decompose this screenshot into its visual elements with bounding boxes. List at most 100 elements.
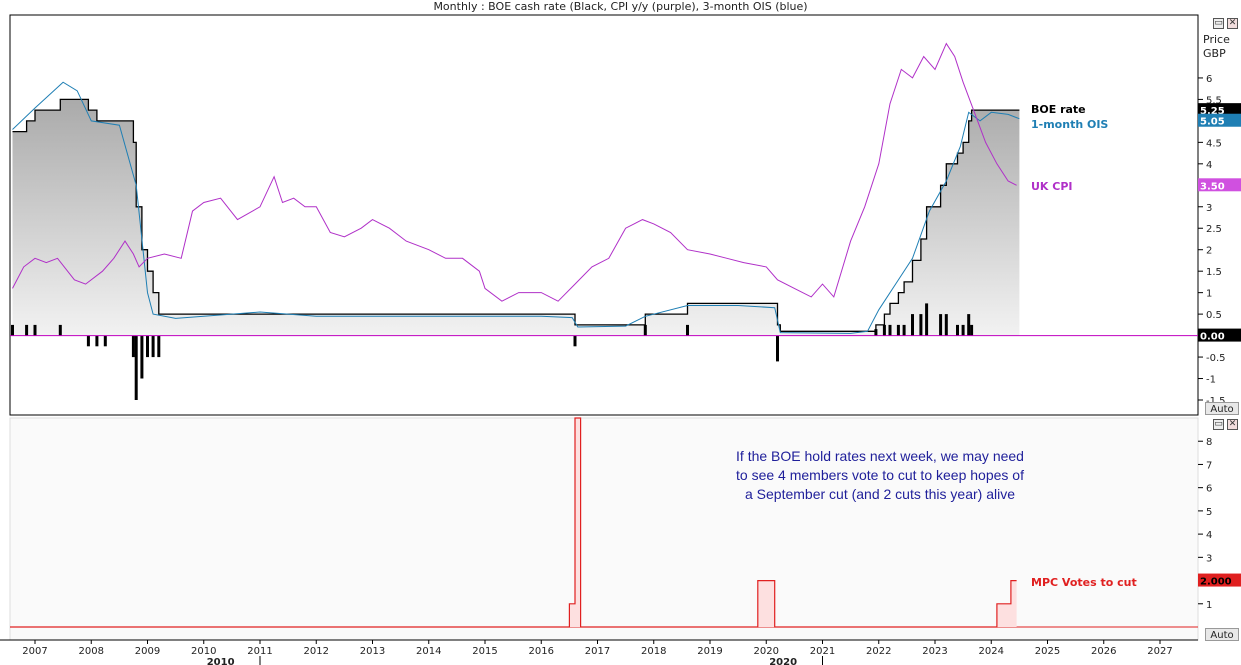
upper-y-tick-label: 1.5 [1206,267,1222,278]
histogram-bar [956,324,959,336]
x-tick-label: 2016 [529,646,554,657]
series-labels: BOE rate 1-month OIS UK CPI 5.255.05 3.50 0.0… [1031,103,1241,589]
upper-y-tick-label: 5.5 [1206,95,1222,106]
x-tick-label: 2007 [22,646,47,657]
x-tick-label: 2012 [304,646,329,657]
upper-y-tick-label: 1 [1206,289,1212,300]
histogram-bar [919,314,923,336]
x-tick-label: 2021 [810,646,835,657]
x-tick-label: 2017 [585,646,610,657]
histogram-bar [902,324,906,336]
upper-auto-scale-button[interactable]: Auto [1205,402,1239,415]
x-tick-label: 2020 [754,646,779,657]
x-tick-label: 2027 [1147,646,1172,657]
close-icon: ✕ [1228,18,1237,28]
histogram-bar [134,335,138,400]
annotation-line: to see 4 members vote to cut to keep hop… [736,467,1024,483]
histogram-bar [944,314,948,336]
lower-y-tick-label: 6 [1206,484,1212,495]
currency-label: GBP [1203,47,1226,60]
decade-label: 2010 [207,657,235,665]
upper-y-tick-label: -1.5 [1206,396,1226,407]
annotation-line: If the BOE hold rates next week, we may … [736,448,1024,464]
x-tick-label: 2022 [866,646,891,657]
lower-y-tick-label: 4 [1206,530,1212,541]
histogram-bar [961,324,965,336]
upper-y-tick-label: -0.5 [1206,353,1226,364]
upper-y-tick-label: -1 [1206,375,1216,386]
lower-y-tick-label: 8 [1206,437,1212,448]
x-tick-label: 2023 [922,646,947,657]
histogram-bar [967,314,971,336]
x-tick-label: 2009 [135,646,160,657]
histogram-bar [888,324,892,336]
histogram-bar [151,335,155,358]
histogram-bar [776,335,779,362]
histogram-bar [970,324,974,336]
histogram-bar [939,314,943,336]
histogram-bar [573,335,577,347]
histogram-bar [882,324,886,336]
price-label: Price [1203,33,1230,46]
upper-close-button[interactable]: ✕ [1227,18,1238,29]
histogram-bar [643,324,647,336]
boe-rate-label: BOE rate [1031,103,1086,116]
upper-pane-frame [9,14,1199,416]
x-tick-label: 2024 [979,646,1004,657]
cpi-label: UK CPI [1031,180,1073,193]
close-icon: ✕ [1228,419,1237,429]
zero-box [1198,328,1241,342]
lower-y-tick-label: 3 [1206,553,1212,564]
x-tick-label: 2010 [191,646,216,657]
histogram-bar [686,324,689,336]
x-tick-label: 2013 [360,646,385,657]
lower-y-tick-label: 7 [1206,460,1212,471]
upper-y-tick-label: 3 [1206,203,1212,214]
histogram-bar [874,329,878,336]
histogram-bar [925,303,929,336]
votes-label: MPC Votes to cut [1031,576,1137,589]
restore-icon: ▭ [1214,18,1223,28]
x-axis: 2007 2008 2009 2010 2011 2012 2013 2014 2015 2016… [0,639,1198,665]
histogram-bar [58,324,62,336]
zero-value: 0.00 [1200,332,1225,343]
lower-pane-frame [9,417,1199,641]
upper-y-tick-label: 4.5 [1206,138,1222,149]
ois-line [12,81,1020,334]
histogram-bar [896,324,900,336]
histogram-bar [157,335,161,358]
x-tick-label: 2008 [79,646,104,657]
cpi-value: 3.50 [1200,181,1225,192]
histogram-bar [86,335,90,347]
histogram-bar [33,324,37,336]
lower-close-button[interactable]: ✕ [1227,419,1238,430]
boe-rate-fill [12,99,1020,336]
histogram-bar [911,314,914,336]
ois-label: 1-month OIS [1031,118,1108,131]
histogram-bar [140,335,144,379]
ois-value: 5.05 [1200,117,1225,128]
x-tick-label: 2019 [697,646,722,657]
boe-rate-box [1198,103,1241,117]
x-tick-label: 2015 [472,646,497,657]
lower-restore-button[interactable]: ▭ [1213,419,1224,430]
upper-restore-button[interactable]: ▭ [1213,18,1224,29]
upper-y-tick-label: 4 [1206,160,1212,171]
votes-value: 2.000 [1200,577,1232,588]
votes-line [10,417,1017,628]
upper-y-tick-label: 0.5 [1206,310,1222,321]
annotation-text: If the BOE hold rates next week, we may … [736,448,1024,502]
rate-change-histogram [11,303,974,400]
upper-y-tick-label: 6 [1206,74,1212,85]
histogram-bar [146,335,149,358]
x-tick-label: 2014 [416,646,441,657]
boe-rate-area [12,99,1020,336]
lower-y-tick-label: 5 [1206,507,1212,518]
histogram-bar [11,324,14,336]
votes-box [1198,573,1241,587]
price-series-lines [12,42,1020,334]
lower-auto-scale-button[interactable]: Auto [1205,628,1239,641]
boe-rate-value: 5.25 [1200,106,1225,117]
cpi-line [12,42,1017,302]
